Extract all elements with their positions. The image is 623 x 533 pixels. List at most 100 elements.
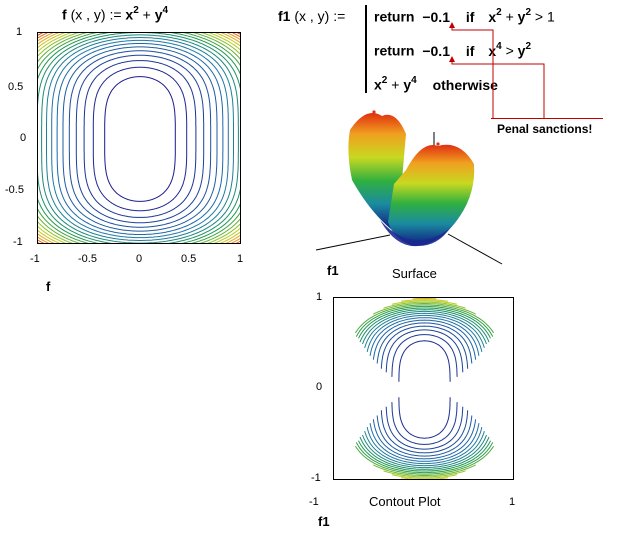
contour-line — [68, 50, 212, 228]
f1-ytick-0: 0 — [316, 381, 323, 393]
cond-y-exp: 2 — [525, 7, 532, 18]
otherwise-keyword: otherwise — [432, 76, 498, 93]
contour-line — [373, 464, 476, 476]
return-value: −0.1 — [422, 42, 450, 59]
arrow-head-2 — [449, 56, 455, 62]
contour-line — [62, 46, 218, 232]
contour-f1-svg — [354, 298, 495, 479]
contour-line — [364, 312, 485, 349]
penal-sanctions-label: Penal sanctions! — [491, 118, 603, 142]
contour-line — [38, 33, 240, 243]
contour-line — [38, 33, 240, 243]
contour-line — [355, 442, 494, 474]
contour-line — [369, 317, 480, 356]
cond-x: x — [488, 8, 497, 25]
contour-line — [372, 419, 477, 460]
contour-line — [358, 307, 491, 339]
contour-line — [385, 406, 464, 450]
f-plus: + — [142, 6, 151, 23]
surface-plot[interactable] — [310, 100, 510, 270]
contour-line — [92, 66, 188, 212]
f-xtick-0: 0 — [136, 253, 143, 265]
return-keyword: return — [374, 8, 415, 25]
contour-line — [391, 334, 458, 377]
else-y-exp: 4 — [411, 75, 417, 86]
contour-line — [362, 310, 487, 345]
contour-line — [401, 299, 448, 302]
surface-well — [380, 220, 450, 247]
cond-op: > — [534, 8, 544, 25]
contour-line — [362, 434, 487, 469]
f-args: (x , y) — [70, 6, 106, 23]
else-x: x — [374, 76, 382, 93]
contour-line — [391, 402, 458, 445]
cond-rhs: 1 — [546, 8, 555, 25]
contour-line — [38, 33, 240, 243]
f-ytick-05: 0.5 — [8, 81, 24, 93]
contour-line — [398, 397, 451, 439]
f-ytick-m1: -1 — [13, 236, 23, 248]
f1-xtick-1: 1 — [509, 496, 516, 508]
f-name: f — [62, 6, 67, 23]
cond-plus: + — [505, 8, 514, 25]
f-xtick-1: 1 — [237, 253, 244, 265]
f1-line-2: return −0.1 if x4 > y2 — [374, 41, 532, 59]
f1-args: (x , y) — [294, 8, 330, 24]
cond-y: y — [517, 8, 526, 25]
contour-line — [355, 305, 494, 337]
contour-caption: Contout Plot — [369, 494, 441, 509]
f-xtick-m05: -0.5 — [78, 253, 97, 265]
cond-op: > — [505, 42, 514, 59]
contour-line — [75, 54, 205, 224]
contour-line — [380, 325, 469, 369]
cond-x: x — [488, 42, 497, 59]
f-assign: := — [109, 6, 122, 23]
f-exp-4: 4 — [162, 5, 169, 16]
return-keyword: return — [374, 42, 415, 59]
contour-line — [359, 436, 490, 470]
cond-x-exp: 2 — [496, 7, 502, 18]
contour-line — [41, 34, 239, 243]
f1-ytick-m1: -1 — [311, 472, 321, 484]
surface-label: f1 — [327, 263, 339, 278]
f-exp-2: 2 — [133, 5, 139, 16]
contour-line — [391, 300, 458, 305]
f-definition: f (x , y) := x2 + y4 — [62, 5, 169, 23]
f-xtick-m1: -1 — [30, 253, 40, 265]
contour-line — [366, 314, 483, 353]
f1-ytick-1: 1 — [316, 291, 323, 303]
contour-plot-f1[interactable] — [333, 297, 514, 480]
else-plus: + — [391, 76, 400, 93]
cond-y-exp: 2 — [525, 41, 532, 52]
contour-plot-f[interactable] — [37, 32, 241, 244]
contour-line — [46, 37, 234, 241]
contour-line — [385, 329, 464, 373]
f1-line-1: return −0.1 if x2 + y2 > 1 — [374, 7, 555, 25]
contour-line — [354, 445, 495, 475]
arrow-head-1 — [449, 22, 455, 28]
f-ytick-m05: -0.5 — [5, 184, 24, 196]
cond-x-exp: 4 — [496, 41, 502, 52]
program-bar — [365, 5, 367, 93]
if-keyword: if — [465, 42, 475, 59]
contour-line — [358, 440, 491, 472]
contour-line — [51, 39, 229, 239]
contour-line — [372, 319, 477, 360]
contour-line — [366, 426, 483, 465]
f-expr-y: y — [154, 6, 163, 23]
contour-line — [376, 322, 473, 364]
contour-line — [369, 423, 480, 462]
else-y: y — [403, 76, 412, 93]
contour-label: f1 — [318, 514, 330, 529]
f-ytick-1: 1 — [16, 26, 23, 38]
contour-line — [383, 470, 466, 478]
f1-assign: := — [333, 8, 346, 24]
contour-f-svg — [38, 33, 240, 243]
if-keyword: if — [465, 8, 475, 25]
f1-line-3: x2 + y4 otherwise — [374, 75, 498, 93]
contour-line — [354, 304, 495, 334]
contour-line — [376, 415, 473, 457]
contour-line — [401, 477, 448, 479]
f-ytick-0: 0 — [20, 132, 27, 144]
